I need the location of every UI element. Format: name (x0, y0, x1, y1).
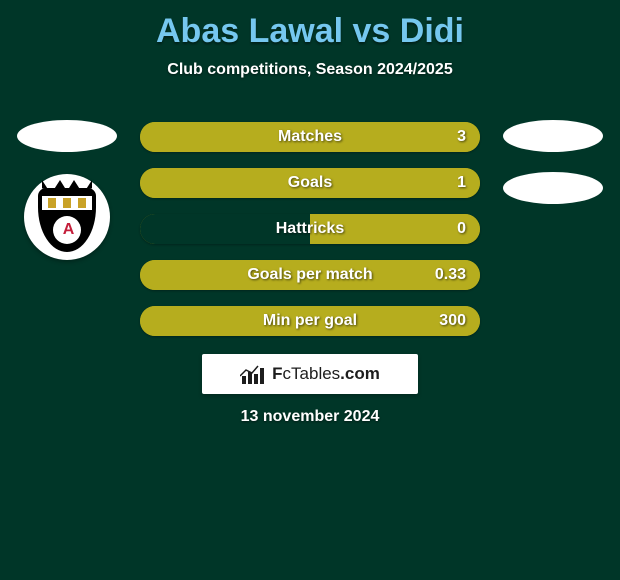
right-avatar-col (498, 120, 608, 260)
stat-bar-label: Goals per match (140, 260, 480, 290)
subtitle-text: Club competitions, Season 2024/2025 (167, 61, 452, 78)
page-title: Abas Lawal vs Didi (0, 0, 620, 51)
club-crest-right (503, 172, 603, 204)
brand-text-mid: cTables (283, 364, 341, 383)
stat-bar: Matches3 (140, 122, 480, 152)
date-label: 13 november 2024 (0, 408, 620, 426)
stat-bar: Goals per match0.33 (140, 260, 480, 290)
brand-icon (240, 364, 266, 384)
stat-bar-label: Goals (140, 168, 480, 198)
stat-bar-value: 3 (457, 122, 466, 152)
title-text: Abas Lawal vs Didi (156, 12, 464, 50)
date-text: 13 november 2024 (241, 408, 380, 425)
player-avatar-right (503, 120, 603, 152)
stat-bar-label: Matches (140, 122, 480, 152)
club-crest-left: A (24, 174, 110, 260)
stat-bar: Hattricks0 (140, 214, 480, 244)
brand-text-f: F (272, 364, 282, 383)
stat-bar: Goals1 (140, 168, 480, 198)
left-avatar-col: A (12, 120, 122, 260)
brand-text-right: .com (340, 364, 380, 383)
stat-bar-label: Hattricks (140, 214, 480, 244)
brand-text: FcTables.com (272, 364, 380, 384)
stat-bar: Min per goal300 (140, 306, 480, 336)
stat-bar-value: 1 (457, 168, 466, 198)
stat-bar-label: Min per goal (140, 306, 480, 336)
subtitle: Club competitions, Season 2024/2025 (0, 61, 620, 79)
player-avatar-left (17, 120, 117, 152)
brand-badge: FcTables.com (202, 354, 418, 394)
stat-bars: Matches3Goals1Hattricks0Goals per match0… (140, 122, 480, 352)
crest-graphic: A (38, 182, 96, 252)
stat-bar-value: 0 (457, 214, 466, 244)
stat-bar-value: 0.33 (435, 260, 466, 290)
stat-bar-value: 300 (439, 306, 466, 336)
